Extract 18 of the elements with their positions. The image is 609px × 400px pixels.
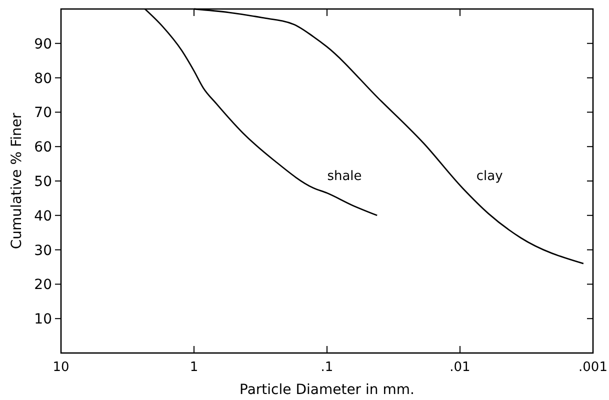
y-tick-label: 60: [34, 140, 52, 156]
series-label: clay: [476, 168, 504, 184]
y-tick-label: 90: [34, 36, 52, 52]
y-tick-label: 80: [34, 70, 52, 87]
x-tick-label: .01: [450, 360, 470, 375]
y-tick-label: 30: [34, 242, 52, 259]
x-tick-label: 10: [52, 360, 70, 375]
y-tick-label: 20: [34, 277, 52, 294]
y-tick-label: 70: [34, 105, 52, 122]
x-tick-label: .1: [320, 360, 334, 375]
x-tick-label: .001: [578, 360, 608, 375]
series-label: shale: [327, 168, 362, 184]
y-tick-label: 50: [34, 174, 52, 190]
x-axis-title: Particle Diameter in mm.: [240, 382, 414, 398]
x-tick-label: 1: [190, 360, 198, 375]
y-axis-title: Cumulative % Finer: [9, 112, 25, 250]
y-tick-label: 40: [34, 208, 52, 224]
y-tick-label: 10: [34, 312, 52, 328]
